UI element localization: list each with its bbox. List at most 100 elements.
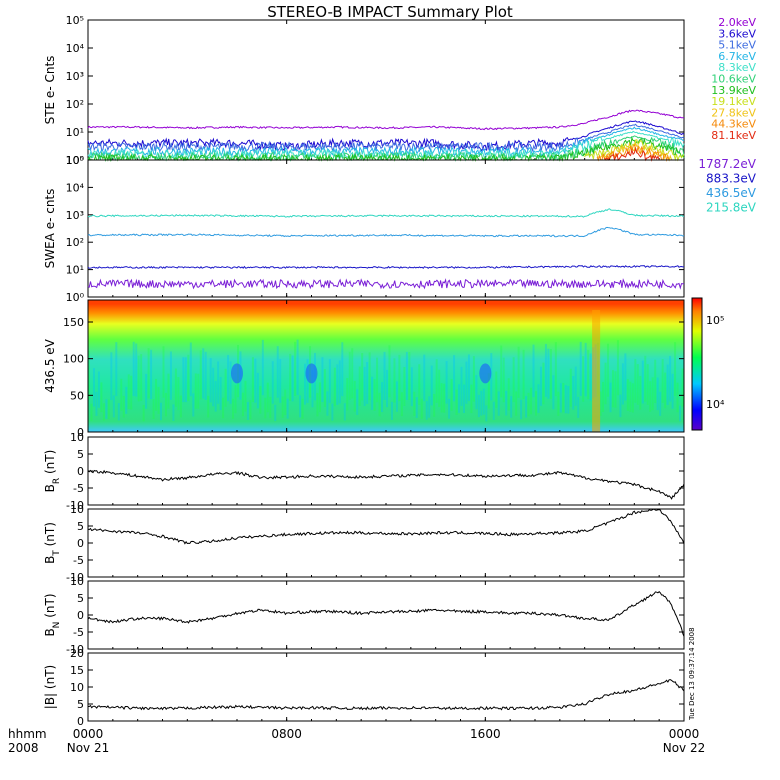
pad-streak — [358, 366, 361, 406]
figure-title: STEREO-B IMPACT Summary Plot — [267, 3, 513, 21]
pad-streak — [376, 357, 379, 403]
pad-streak — [400, 392, 403, 417]
pad-streak — [167, 373, 170, 409]
panel-ste: 10⁰ 10¹ 10² 10³ 10⁴ 10⁵ STE e- Cnts — [43, 14, 685, 167]
x-tick-label: 1600 — [470, 727, 501, 741]
pad-streak — [244, 380, 247, 412]
pad-streak — [346, 377, 349, 411]
y-tick-label: 10⁴ — [66, 42, 85, 55]
pad-streak — [559, 383, 562, 413]
pad-streak — [467, 354, 470, 401]
pad-streak — [107, 399, 110, 420]
pad-streak — [289, 353, 292, 401]
series-line — [87, 226, 685, 238]
ste-legend: 2.0keV3.6keV5.1keV6.7keV8.3keV10.6keV13.… — [711, 16, 756, 142]
series-line — [87, 265, 684, 269]
pad-streak — [343, 403, 346, 421]
pad-streak — [430, 365, 433, 406]
pad-streak — [574, 366, 577, 406]
pad-streak — [487, 373, 490, 409]
pad-streak — [644, 355, 647, 402]
pad-streak — [470, 384, 473, 414]
y-tick-label: 10 — [70, 431, 84, 444]
pad-streak — [241, 392, 244, 417]
pad-streak — [649, 381, 652, 412]
pad-streak — [440, 383, 443, 413]
pad-streak — [408, 351, 411, 400]
pad-streak — [251, 357, 254, 403]
pad-streak — [130, 375, 133, 410]
y-tick-label: 10⁰ — [66, 291, 85, 304]
pad-streak — [450, 379, 453, 411]
pad-streak — [656, 377, 659, 411]
x-axis-label-year: 2008 — [8, 741, 39, 755]
pad-streak — [227, 354, 230, 402]
pad-streak — [455, 389, 458, 416]
pad-streak — [341, 342, 344, 397]
pad-streak — [291, 355, 294, 402]
pad-streak — [328, 359, 331, 403]
ste-legend-entry: 44.3keV — [711, 118, 756, 131]
pad-streak — [619, 394, 622, 418]
pad-streak — [333, 367, 336, 407]
y-tick-label: 10⁵ — [66, 14, 84, 27]
pad-streak — [204, 351, 207, 400]
series-line — [87, 136, 685, 162]
pad-streak — [502, 357, 505, 403]
pad-streak — [95, 391, 98, 416]
panel-swea: 10⁰ 10¹ 10² 10³ 10⁴ 10⁵ SWEA e- cnts — [43, 154, 685, 304]
pad-streak — [582, 356, 585, 402]
pad-streak — [321, 357, 324, 403]
y-tick-label: 0 — [77, 465, 84, 478]
pad-streak — [301, 398, 304, 419]
pad-streak — [274, 404, 277, 422]
pad-streak — [281, 396, 284, 418]
y-tick-label: 5 — [77, 448, 84, 461]
pad-streak — [269, 396, 272, 418]
pad-streak — [530, 387, 533, 415]
pad-streak — [554, 342, 557, 397]
pad-streak — [209, 358, 212, 403]
pad-streak — [296, 339, 299, 396]
series-line — [87, 508, 685, 545]
pad-streak — [115, 342, 118, 397]
pad-streak — [636, 364, 639, 405]
pad-streak — [490, 353, 493, 401]
pad-streak — [584, 342, 587, 397]
series-line — [87, 126, 685, 158]
pad-streak — [621, 363, 624, 405]
pad-streak — [609, 382, 612, 413]
panel-bn: -10 -5 0 5 10 BN (nT) — [43, 575, 685, 656]
pad-streak — [624, 353, 627, 401]
panel-bt: -10 -5 0 5 10 BT (nT) — [43, 503, 685, 584]
pad-streak — [214, 380, 217, 412]
pad-depletion — [305, 363, 318, 384]
y-tick-label: -10 — [66, 499, 84, 512]
pad-streak — [155, 378, 158, 411]
pad-streak — [577, 396, 580, 418]
pad-streak — [477, 394, 480, 418]
pad-streak — [587, 349, 590, 400]
pad-streak — [475, 375, 478, 410]
pad-streak — [137, 355, 140, 402]
pad-streak — [378, 392, 381, 417]
pad-streak — [659, 391, 662, 416]
pad-streak — [631, 383, 634, 413]
pad-streak — [495, 371, 498, 408]
pad-streak — [246, 402, 249, 421]
pad-streak — [219, 376, 222, 410]
pad-streak — [145, 373, 148, 409]
pad-streak — [661, 359, 664, 403]
pad-streak — [567, 386, 570, 414]
y-tick-label: 10⁴ — [66, 181, 85, 194]
y-axis-label: BT (nT) — [43, 522, 62, 564]
pad-streak — [299, 395, 302, 418]
series-line — [88, 679, 685, 711]
pad-streak — [405, 351, 408, 400]
pad-streak — [224, 368, 227, 407]
pad-streak — [386, 369, 388, 408]
y-tick-label: 0 — [77, 537, 84, 550]
pad-streak — [564, 385, 567, 414]
